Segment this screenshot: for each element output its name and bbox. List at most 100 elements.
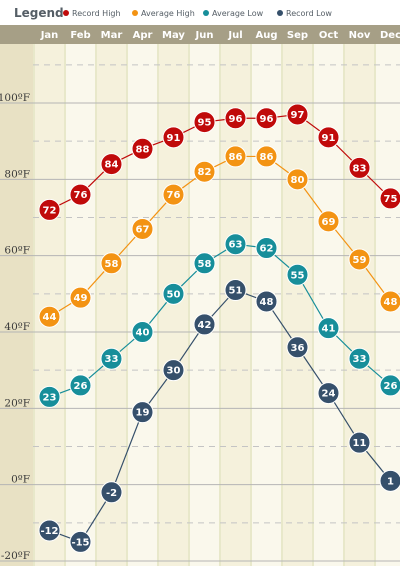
month-label-sep: Sep (287, 30, 308, 41)
column-band-nov (345, 44, 374, 566)
column-band-oct (314, 44, 343, 566)
data-label: 41 (322, 324, 336, 335)
data-label: 33 (353, 354, 367, 365)
data-point-average-low-feb: 26 (69, 374, 92, 397)
data-point-record-low-jan: -12 (38, 519, 61, 542)
data-point-average-high-aug: 86 (255, 145, 278, 168)
data-label: 95 (198, 118, 212, 129)
data-label: -12 (40, 526, 58, 537)
data-marker (100, 481, 123, 504)
data-label: 80 (291, 175, 305, 186)
data-point-average-low-mar: 33 (100, 347, 123, 370)
data-point-record-low-feb: -15 (69, 530, 92, 553)
data-label: 40 (136, 328, 150, 339)
data-label: 91 (167, 133, 181, 144)
data-label: 67 (136, 224, 150, 235)
data-label: 11 (353, 438, 367, 449)
data-marker (255, 107, 278, 130)
data-marker (317, 382, 340, 405)
data-marker (38, 305, 61, 328)
data-point-record-high-dec: 75 (379, 187, 400, 210)
data-point-record-low-sep: 36 (286, 336, 309, 359)
data-marker (224, 107, 247, 130)
data-marker (131, 321, 154, 343)
month-label-jul: Jul (227, 30, 242, 41)
column-bands (33, 44, 400, 566)
month-labels: Jan Feb Mar Apr May Jun Jul Aug Sep Oct Nov Dec (40, 30, 400, 41)
data-point-average-high-nov: 59 (348, 248, 371, 271)
series-layer: 72 76 84 88 91 95 96 96 97 91 83 75 44 49 58 67 76 82 86 86… (38, 103, 400, 553)
data-label: 91 (322, 133, 336, 144)
column-band-apr (128, 44, 157, 566)
data-marker (379, 469, 400, 492)
data-marker (348, 248, 371, 271)
month-label-jun: Jun (195, 30, 214, 41)
data-label: 63 (229, 240, 243, 251)
data-label: 58 (198, 259, 212, 270)
month-label-oct: Oct (319, 30, 338, 41)
month-label-dec: Dec (380, 30, 400, 41)
month-label-may: May (162, 30, 185, 41)
data-marker (317, 317, 340, 340)
series-average-low: 23 26 33 40 50 58 63 62 55 41 33 26 (38, 233, 400, 408)
column-band-jul (221, 44, 250, 566)
data-point-record-low-mar: -2 (100, 481, 123, 504)
data-marker (131, 137, 154, 160)
data-label: 48 (384, 297, 398, 308)
data-point-average-high-dec: 48 (379, 290, 400, 313)
data-label: 96 (260, 114, 274, 125)
data-marker (317, 210, 340, 233)
data-label: 69 (322, 217, 336, 228)
y-axis-panel (0, 44, 33, 566)
data-label: 55 (291, 270, 305, 281)
data-marker (69, 183, 92, 206)
data-label: 26 (74, 381, 88, 392)
data-point-record-high-nov: 83 (348, 156, 371, 179)
data-point-record-high-may: 91 (162, 126, 185, 149)
series-record-high: 72 76 84 88 91 95 96 96 97 91 83 75 (38, 103, 400, 221)
data-point-average-low-may: 50 (162, 282, 185, 305)
y-tick-label-0-f: 0ºF (11, 474, 30, 486)
data-point-average-low-jan: 23 (38, 385, 61, 408)
data-label: 23 (43, 392, 57, 403)
data-label: 82 (198, 167, 212, 178)
data-marker (317, 126, 340, 149)
gridlines (33, 64, 400, 562)
data-label: 58 (105, 259, 119, 270)
data-label: 36 (291, 343, 305, 354)
data-label: 26 (384, 381, 398, 392)
data-label: 48 (260, 297, 274, 308)
month-label-nov: Nov (349, 30, 371, 41)
data-point-record-low-aug: 48 (255, 290, 278, 313)
data-point-record-high-apr: 88 (131, 137, 154, 160)
month-label-jan: Jan (40, 30, 59, 41)
data-point-average-high-oct: 69 (317, 210, 340, 233)
data-marker (379, 374, 400, 397)
data-point-record-high-oct: 91 (317, 126, 340, 149)
data-marker (224, 145, 247, 168)
data-marker (255, 290, 278, 313)
legend-item-average-low: Average Low (203, 9, 264, 18)
data-marker (69, 374, 92, 397)
data-marker (255, 237, 278, 260)
legend-items: Record High Average High Average Low Record… (63, 9, 332, 18)
data-point-record-high-sep: 97 (286, 103, 309, 126)
data-label: 49 (74, 293, 88, 304)
data-marker (69, 286, 92, 309)
month-header-bar (0, 25, 400, 44)
column-band-mar (97, 44, 126, 566)
data-point-average-low-aug: 62 (255, 237, 278, 260)
data-point-average-high-jun: 82 (193, 160, 216, 183)
data-marker (38, 385, 61, 408)
data-marker (100, 347, 123, 370)
data-marker (224, 279, 247, 302)
data-marker (348, 431, 371, 454)
data-label: -2 (106, 488, 117, 499)
data-point-record-low-jul: 51 (224, 279, 247, 302)
data-marker (162, 126, 185, 149)
column-band-may (159, 44, 188, 566)
legend-marker-record-low (277, 10, 283, 16)
data-label: 76 (74, 190, 88, 201)
data-label: -15 (71, 537, 89, 548)
